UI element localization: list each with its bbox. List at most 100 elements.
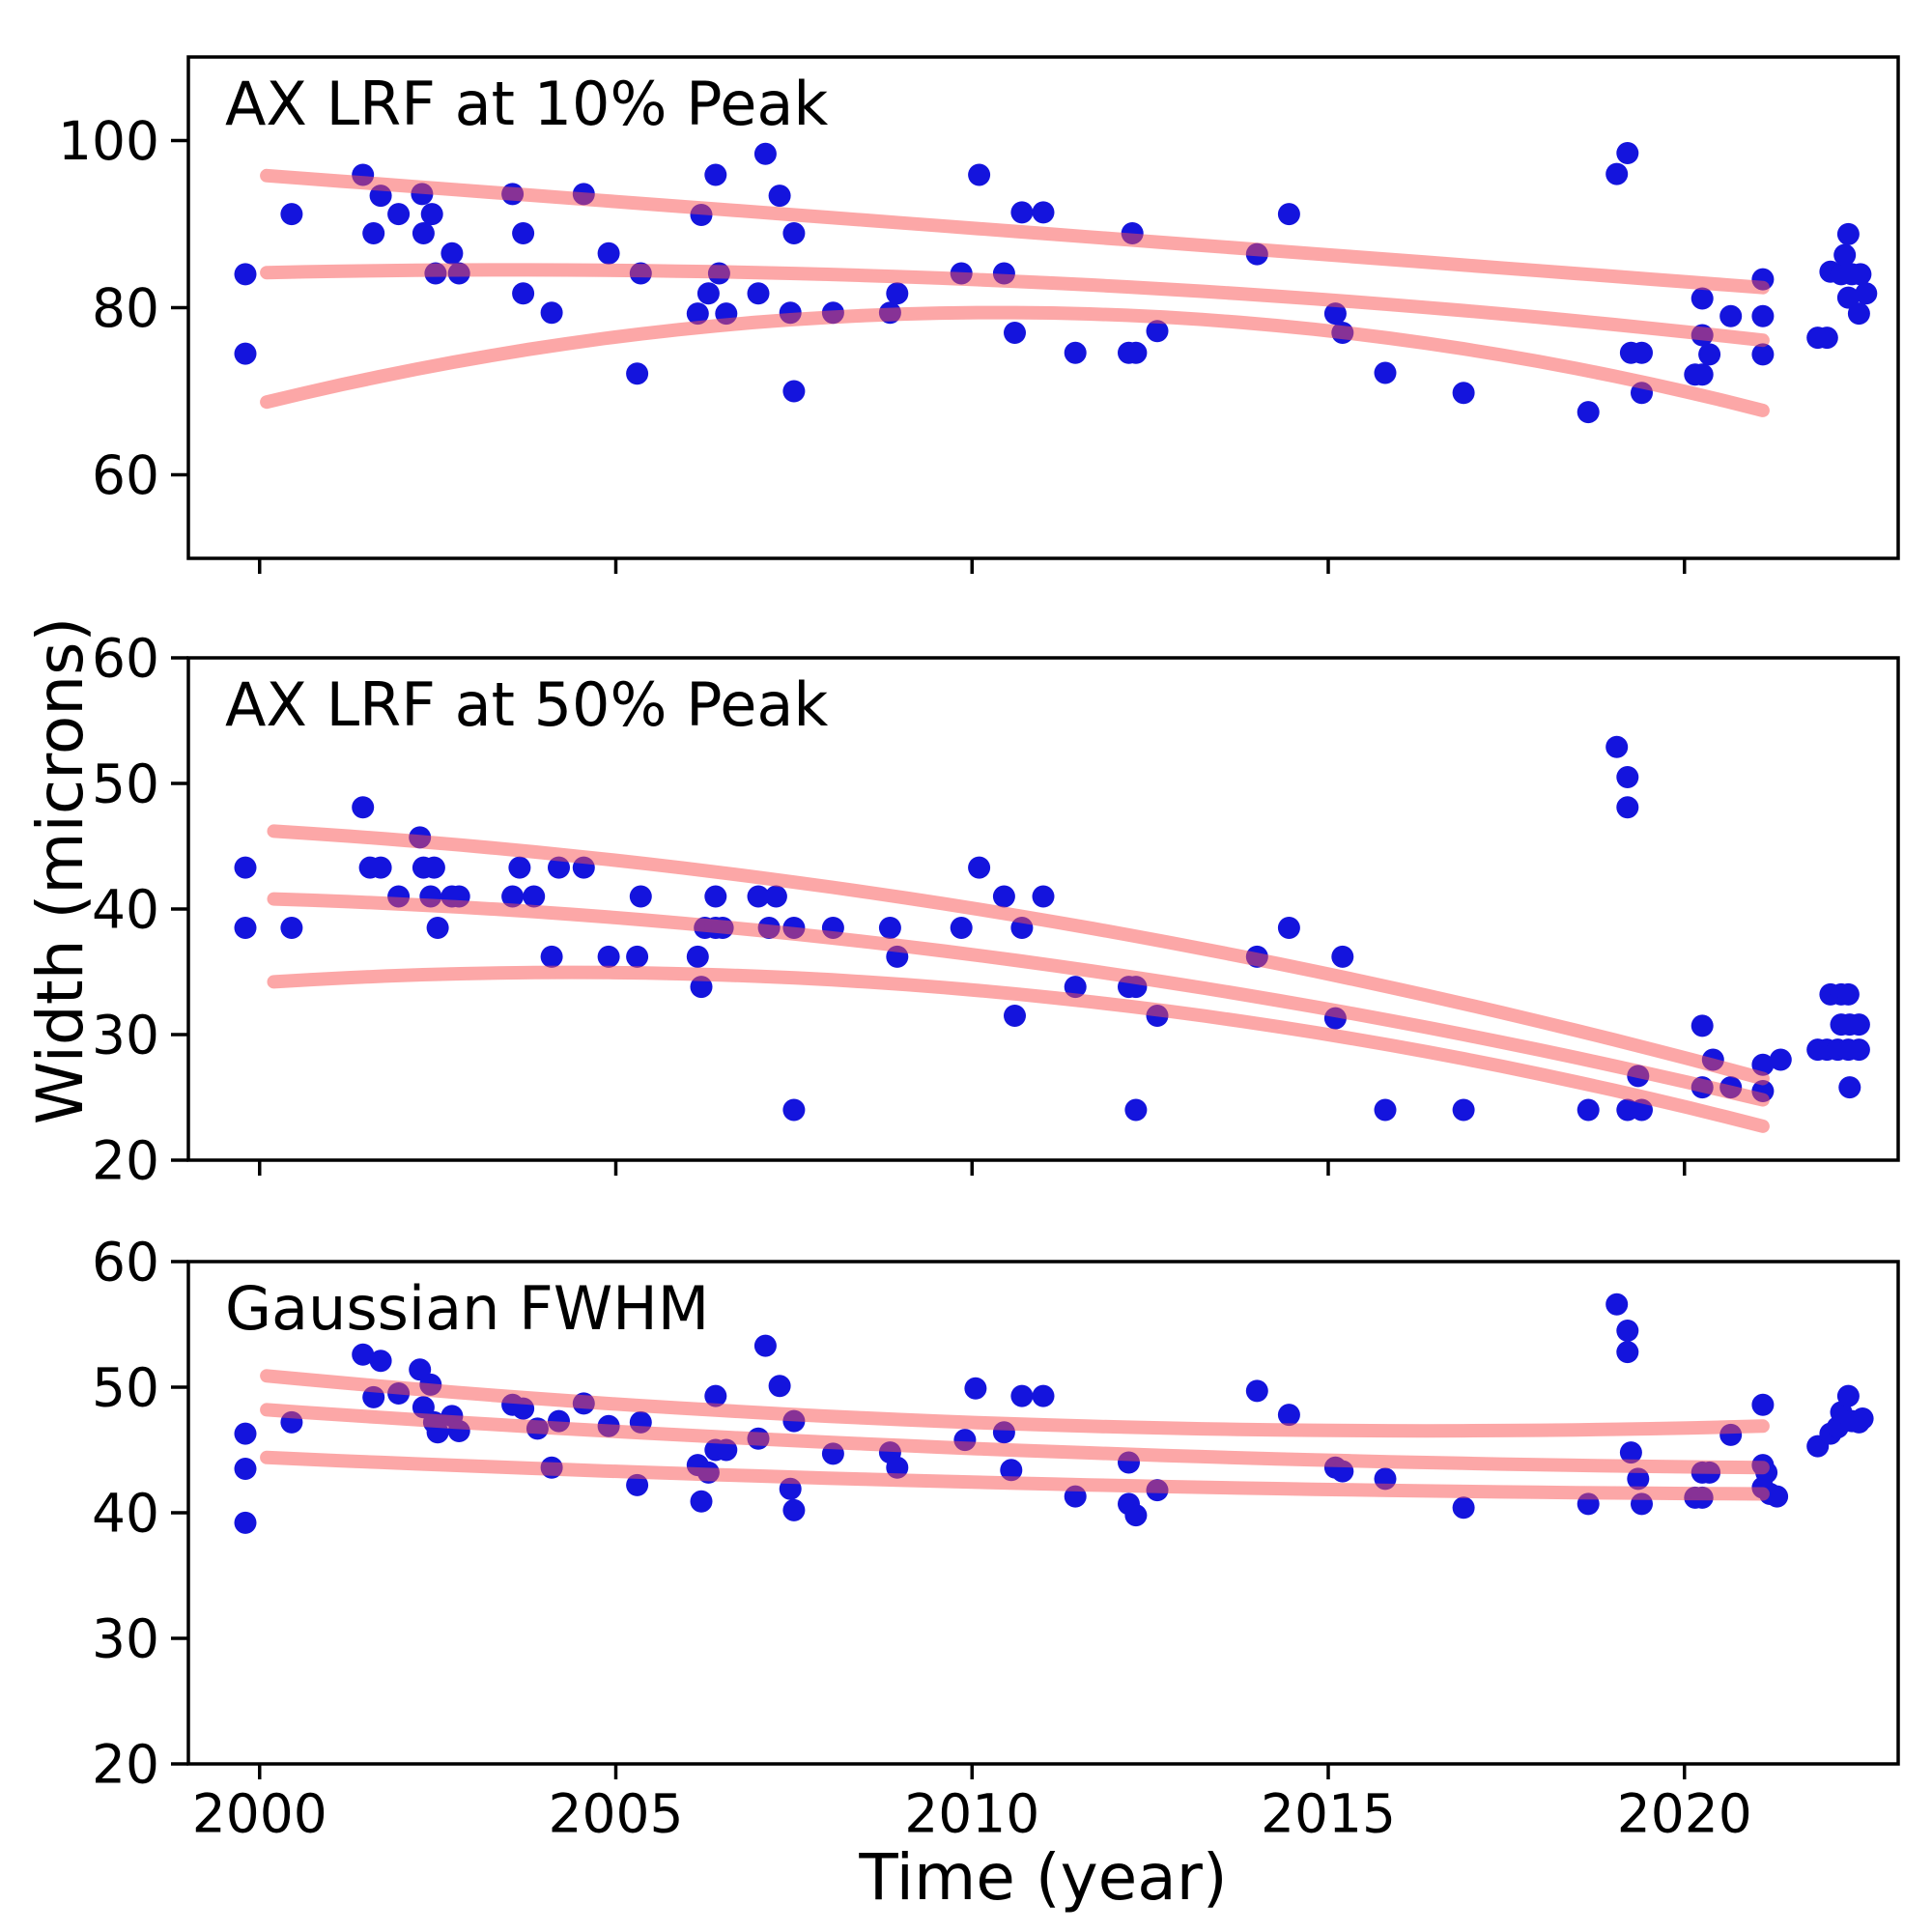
- data-point: [1836, 1384, 1860, 1407]
- data-point: [234, 856, 257, 879]
- y-tick-label: 30: [92, 1004, 159, 1065]
- y-tick-label: 60: [92, 444, 159, 506]
- data-point: [1836, 286, 1860, 309]
- data-point: [886, 282, 909, 305]
- data-point: [747, 885, 770, 908]
- data-point: [1719, 304, 1743, 327]
- data-point: [1605, 162, 1629, 185]
- trend-line: [260, 305, 1770, 417]
- trend-line: [260, 1450, 1770, 1501]
- data-point: [1751, 1393, 1775, 1416]
- y-tick-label: 100: [58, 110, 159, 172]
- y-tick-label: 60: [92, 627, 159, 689]
- data-point: [764, 885, 787, 908]
- y-tick-label: 50: [92, 1356, 159, 1418]
- data-point: [690, 1490, 713, 1513]
- data-point: [597, 945, 620, 968]
- data-point: [768, 1375, 791, 1398]
- y-tick-label: 80: [92, 277, 159, 339]
- data-point: [782, 1098, 806, 1122]
- trend-line: [267, 892, 1770, 1107]
- data-point: [753, 1334, 777, 1357]
- data-point: [1619, 1441, 1642, 1464]
- data-point: [280, 203, 303, 226]
- data-point: [1851, 1407, 1874, 1430]
- data-point: [234, 1422, 257, 1445]
- data-point: [1616, 142, 1639, 164]
- data-point: [690, 976, 713, 999]
- data-point: [440, 242, 464, 265]
- data-point: [1004, 1005, 1026, 1027]
- data-point: [1836, 982, 1860, 1006]
- data-point: [1124, 341, 1148, 364]
- data-point: [1064, 976, 1087, 999]
- data-point: [1004, 322, 1026, 344]
- trend-line: [260, 168, 1770, 295]
- data-point: [1032, 885, 1055, 908]
- x-tick-label: 2010: [904, 1782, 1039, 1844]
- y-tick-label: 20: [92, 1733, 159, 1795]
- x-tick-label: 2015: [1261, 1782, 1396, 1844]
- data-point: [501, 885, 525, 908]
- data-point: [968, 856, 991, 879]
- data-point: [1577, 401, 1600, 424]
- data-point: [1616, 796, 1639, 819]
- data-point: [369, 856, 392, 879]
- data-point: [1577, 1098, 1600, 1122]
- data-point: [747, 282, 770, 305]
- data-point: [704, 1384, 727, 1407]
- data-point: [1690, 363, 1714, 386]
- data-point: [704, 163, 727, 186]
- x-tick-label: 2000: [192, 1782, 327, 1844]
- data-point: [886, 1456, 909, 1479]
- data-point: [686, 945, 709, 968]
- data-point: [234, 1458, 257, 1480]
- data-point: [1000, 1459, 1023, 1482]
- data-point: [686, 302, 709, 326]
- data-point: [1836, 222, 1860, 245]
- data-point: [768, 185, 791, 208]
- data-point: [964, 1377, 987, 1400]
- data-point: [352, 1343, 375, 1366]
- data-point: [280, 917, 303, 939]
- data-point: [1124, 1504, 1148, 1527]
- data-point: [1838, 1076, 1861, 1099]
- x-tick-label: 2005: [549, 1782, 684, 1844]
- data-point: [1847, 302, 1870, 326]
- data-point: [878, 917, 901, 939]
- data-point: [1323, 302, 1347, 326]
- data-point: [1124, 1098, 1148, 1122]
- data-point: [1698, 343, 1721, 366]
- data-point: [1010, 201, 1034, 224]
- data-point: [512, 282, 535, 305]
- data-point: [1452, 1496, 1475, 1520]
- data-point: [1032, 1384, 1055, 1407]
- data-point: [523, 885, 546, 908]
- data-point: [626, 945, 649, 968]
- data-point: [1010, 1384, 1034, 1407]
- data-point: [1690, 1014, 1714, 1037]
- data-point: [548, 856, 570, 879]
- data-point: [1331, 945, 1354, 968]
- data-point: [234, 342, 257, 365]
- data-point: [422, 856, 445, 879]
- data-point: [626, 362, 649, 385]
- data-point: [1849, 263, 1872, 286]
- data-point: [1751, 343, 1775, 366]
- y-tick-label: 40: [92, 878, 159, 940]
- data-point: [696, 282, 720, 305]
- data-point: [1452, 1098, 1475, 1122]
- data-point: [1452, 382, 1475, 405]
- data-point: [412, 222, 435, 244]
- trend-line: [267, 824, 1770, 1086]
- panel-1: 60 80 100 AX LRF at 10% Peak: [58, 55, 1900, 574]
- data-point: [782, 380, 806, 403]
- data-point: [420, 203, 443, 226]
- data-point: [508, 856, 531, 879]
- data-point: [234, 1511, 257, 1534]
- data-point: [1374, 1098, 1397, 1122]
- data-point: [1855, 282, 1878, 305]
- data-point: [715, 1438, 738, 1462]
- data-point: [1616, 766, 1639, 788]
